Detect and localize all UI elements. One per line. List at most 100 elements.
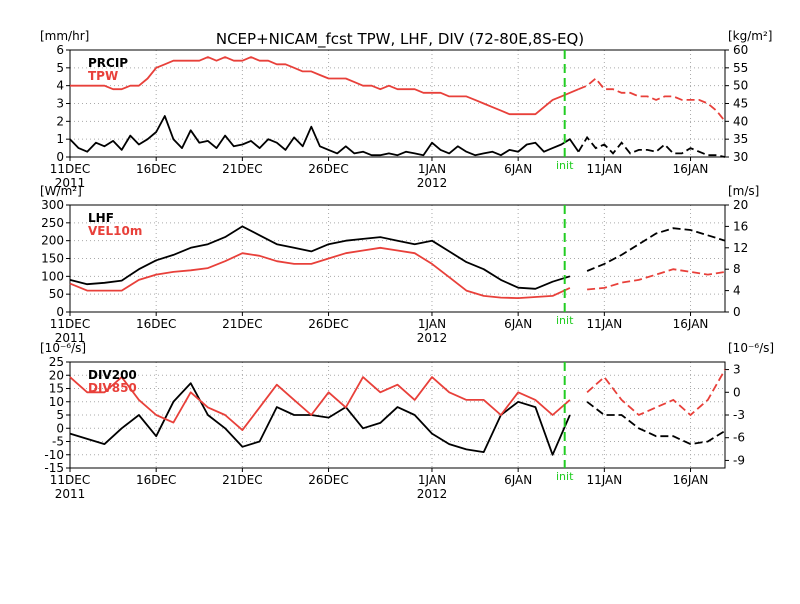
x-tick-label: 11DEC xyxy=(50,162,90,176)
x-tick-year: 2012 xyxy=(417,331,448,345)
x-tick-year: 2011 xyxy=(55,176,86,190)
left-tick-label: 300 xyxy=(41,198,64,212)
right-tick-label: 16 xyxy=(733,219,748,233)
x-tick-label: 26DEC xyxy=(308,473,348,487)
legend-entry-prcip: PRCIP xyxy=(88,56,128,70)
legend-entry-vel10m: VEL10m xyxy=(88,224,142,238)
init-label: init xyxy=(556,470,574,483)
left-axis-unit: [mm/hr] xyxy=(40,29,89,43)
x-tick-label: 6JAN xyxy=(504,162,532,176)
right-tick-label: 12 xyxy=(733,241,748,255)
x-tick-label: 6JAN xyxy=(504,473,532,487)
x-tick-label: 1JAN xyxy=(418,162,446,176)
x-tick-label: 11DEC xyxy=(50,317,90,331)
x-tick-label: 6JAN xyxy=(504,317,532,331)
series-line-prcip-obs xyxy=(69,115,580,157)
left-tick-label: 1 xyxy=(56,132,64,146)
left-tick-label: 3 xyxy=(56,97,64,111)
right-tick-label: 0 xyxy=(733,385,741,399)
right-tick-label: 35 xyxy=(733,132,748,146)
series-line-div200-obs xyxy=(69,382,571,456)
left-tick-label: 2 xyxy=(56,114,64,128)
right-tick-label: 3 xyxy=(733,363,741,377)
series-line-tpw-obs xyxy=(70,56,579,116)
right-tick-label: 30 xyxy=(733,150,748,164)
x-tick-label: 16DEC xyxy=(136,317,176,331)
plot-frame xyxy=(69,361,726,469)
right-tick-label: -9 xyxy=(733,453,745,467)
left-tick-label: -15 xyxy=(44,461,64,475)
panel-3: -15-10-50510152025-9-6-30311DEC201116DEC… xyxy=(40,341,774,501)
left-tick-label: 0 xyxy=(56,305,64,319)
left-tick-label: 5 xyxy=(56,61,64,75)
right-tick-label: 0 xyxy=(733,305,741,319)
left-tick-label: 50 xyxy=(49,287,64,301)
right-tick-label: -3 xyxy=(733,408,745,422)
left-tick-label: 150 xyxy=(41,252,64,266)
series-line-lhf-fcst xyxy=(586,227,726,272)
series-line-vel10m-fcst xyxy=(587,268,726,291)
left-tick-label: 6 xyxy=(56,43,64,57)
series-line-tpw-fcst xyxy=(578,77,726,122)
left-tick-label: 25 xyxy=(49,355,64,369)
x-tick-label: 16DEC xyxy=(136,162,176,176)
series-line-div850-obs xyxy=(69,376,571,432)
right-tick-label: 55 xyxy=(733,61,748,75)
x-tick-label: 11JAN xyxy=(586,473,622,487)
series-line-div200-fcst xyxy=(586,401,726,446)
init-label: init xyxy=(556,314,574,327)
x-tick-label: 16DEC xyxy=(136,473,176,487)
series-line-vel10m-obs xyxy=(69,246,571,300)
x-tick-label: 16JAN xyxy=(673,162,709,176)
left-tick-label: 0 xyxy=(56,421,64,435)
left-tick-label: -5 xyxy=(52,435,64,449)
right-tick-label: -6 xyxy=(733,431,745,445)
left-tick-label: 15 xyxy=(49,382,64,396)
left-tick-label: 10 xyxy=(49,395,64,409)
x-tick-label: 11JAN xyxy=(586,317,622,331)
left-tick-label: -10 xyxy=(44,448,64,462)
x-tick-label: 16JAN xyxy=(673,473,709,487)
right-tick-label: 40 xyxy=(733,114,748,128)
left-tick-label: 100 xyxy=(41,269,64,283)
x-tick-year: 2011 xyxy=(55,487,86,501)
x-tick-label: 21DEC xyxy=(222,162,262,176)
legend-entry-tpw: TPW xyxy=(88,69,118,83)
x-tick-year: 2011 xyxy=(55,331,86,345)
right-axis-unit: [m/s] xyxy=(728,184,759,198)
right-tick-label: 4 xyxy=(733,284,741,298)
series-line-prcip-fcst xyxy=(577,135,726,158)
x-tick-label: 16JAN xyxy=(673,317,709,331)
left-axis-unit: [W/m²] xyxy=(40,184,82,198)
left-axis-unit: [10⁻⁶/s] xyxy=(40,341,86,355)
x-tick-label: 1JAN xyxy=(418,317,446,331)
x-tick-label: 11DEC xyxy=(50,473,90,487)
x-tick-label: 26DEC xyxy=(308,317,348,331)
x-tick-label: 11JAN xyxy=(586,162,622,176)
left-tick-label: 4 xyxy=(56,79,64,93)
init-label: init xyxy=(556,159,574,172)
right-tick-label: 60 xyxy=(733,43,748,57)
legend-entry-lhf: LHF xyxy=(88,211,114,225)
figure-title: NCEP+NICAM_fcst TPW, LHF, DIV (72-80E,8S… xyxy=(216,30,584,49)
right-tick-label: 8 xyxy=(733,262,741,276)
legend-entry-div200: DIV200 xyxy=(88,368,137,382)
plot-frame xyxy=(69,49,726,158)
right-tick-label: 20 xyxy=(733,198,748,212)
x-tick-year: 2012 xyxy=(417,487,448,501)
left-tick-label: 20 xyxy=(49,368,64,382)
right-tick-label: 45 xyxy=(733,97,748,111)
series-line-lhf-obs xyxy=(69,225,571,290)
left-tick-label: 250 xyxy=(41,216,64,230)
plot-frame xyxy=(69,204,726,313)
x-tick-label: 1JAN xyxy=(418,473,446,487)
series-line-div850-fcst xyxy=(586,369,726,417)
right-axis-unit: [kg/m²] xyxy=(728,29,772,43)
left-tick-label: 5 xyxy=(56,408,64,422)
right-tick-label: 50 xyxy=(733,79,748,93)
x-tick-year: 2012 xyxy=(417,176,448,190)
left-tick-label: 0 xyxy=(56,150,64,164)
